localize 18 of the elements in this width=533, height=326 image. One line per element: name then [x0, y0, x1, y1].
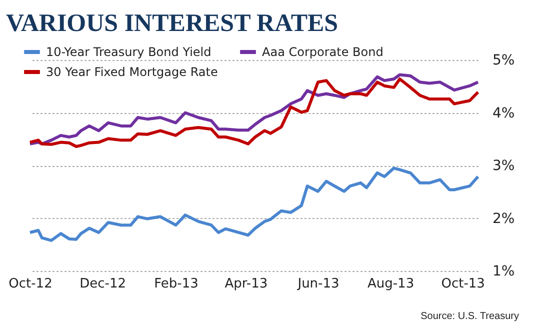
x-tick-label: Apr-13 — [224, 276, 268, 292]
legend-label: Aaa Corporate Bond — [262, 45, 384, 59]
legend-label: 30 Year Fixed Mortgage Rate — [46, 65, 218, 79]
y-tick-label: 5% — [492, 52, 515, 68]
line-series — [28, 166, 480, 242]
source-note: Source: U.S. Treasury — [420, 311, 519, 322]
x-tick-label: Oct-13 — [441, 276, 485, 292]
x-tick-label: Feb-13 — [154, 276, 198, 292]
legend-label: 10-Year Treasury Bond Yield — [46, 45, 212, 59]
y-tick-label: 1% — [492, 264, 515, 280]
x-tick-label: Oct-12 — [8, 276, 52, 292]
y-tick-label: 4% — [492, 105, 515, 122]
chart-title: VARIOUS INTEREST RATES — [6, 10, 338, 37]
y-tick-label: 2% — [492, 210, 515, 227]
x-tick-label: Dec-12 — [80, 276, 126, 292]
x-tick-label: Jun-13 — [296, 276, 340, 292]
y-tick-label: 3% — [492, 158, 515, 174]
x-tick-label: Aug-13 — [367, 276, 414, 292]
